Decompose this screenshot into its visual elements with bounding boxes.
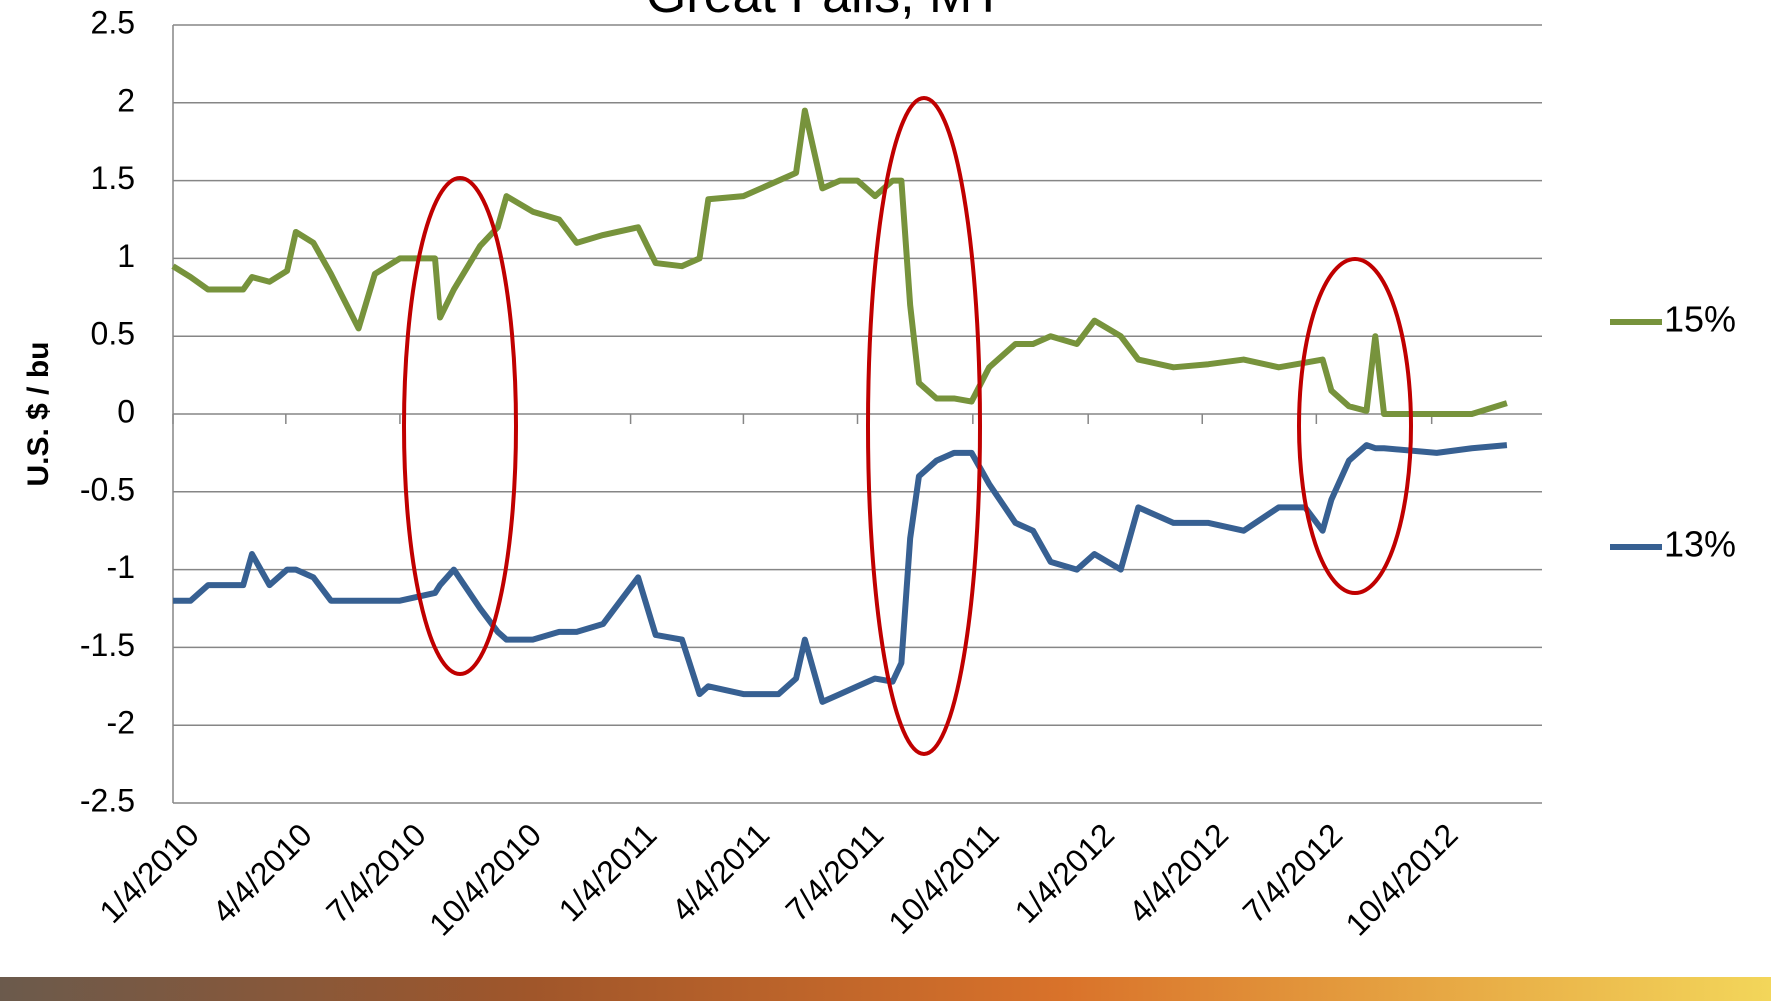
highlight-ellipse [866, 96, 982, 756]
y-tick-label: 2.5 [91, 4, 135, 40]
footer-band [0, 977, 1771, 1001]
y-tick-label: 2 [117, 82, 135, 118]
x-tick-label: 10/4/2012 [1338, 816, 1464, 942]
y-tick-label: -1.5 [80, 627, 135, 663]
y-tick-label: -2.5 [80, 782, 135, 818]
x-tick-label: 1/4/2012 [1008, 816, 1122, 930]
y-tick-label: -0.5 [80, 471, 135, 507]
x-tick-label: 1/4/2011 [552, 816, 664, 928]
annotations [402, 96, 1413, 756]
y-tick-label: 0 [117, 393, 135, 429]
legend-label: 15% [1664, 299, 1736, 340]
y-axis-label: U.S. $ / bu [22, 341, 55, 486]
y-tick-label: 0.5 [91, 316, 135, 352]
series-line [171, 107, 1508, 417]
highlight-ellipse [1297, 257, 1413, 595]
chart-title: Great Falls, MT [646, 0, 1004, 24]
x-tick-label: 1/4/2010 [92, 816, 206, 930]
x-tick-label: 7/4/2010 [319, 816, 433, 930]
y-tick-label: 1 [117, 238, 135, 274]
x-tick-label: 7/4/2012 [1236, 816, 1350, 930]
series-line [173, 442, 1508, 705]
y-tick-label: 1.5 [91, 160, 135, 196]
x-tick-label: 7/4/2011 [779, 816, 891, 928]
x-tick-label: 10/4/2010 [422, 816, 548, 942]
x-tick-label: 4/4/2010 [205, 816, 319, 930]
y-tick-label: -2 [107, 705, 135, 741]
x-tick-label: 10/4/2011 [881, 816, 1005, 940]
x-tick-label: 4/4/2012 [1122, 816, 1236, 930]
x-tick-label: 4/4/2011 [664, 816, 776, 928]
highlight-ellipse [402, 176, 518, 676]
legend-label: 13% [1664, 524, 1736, 565]
y-tick-label: -1 [107, 549, 135, 585]
